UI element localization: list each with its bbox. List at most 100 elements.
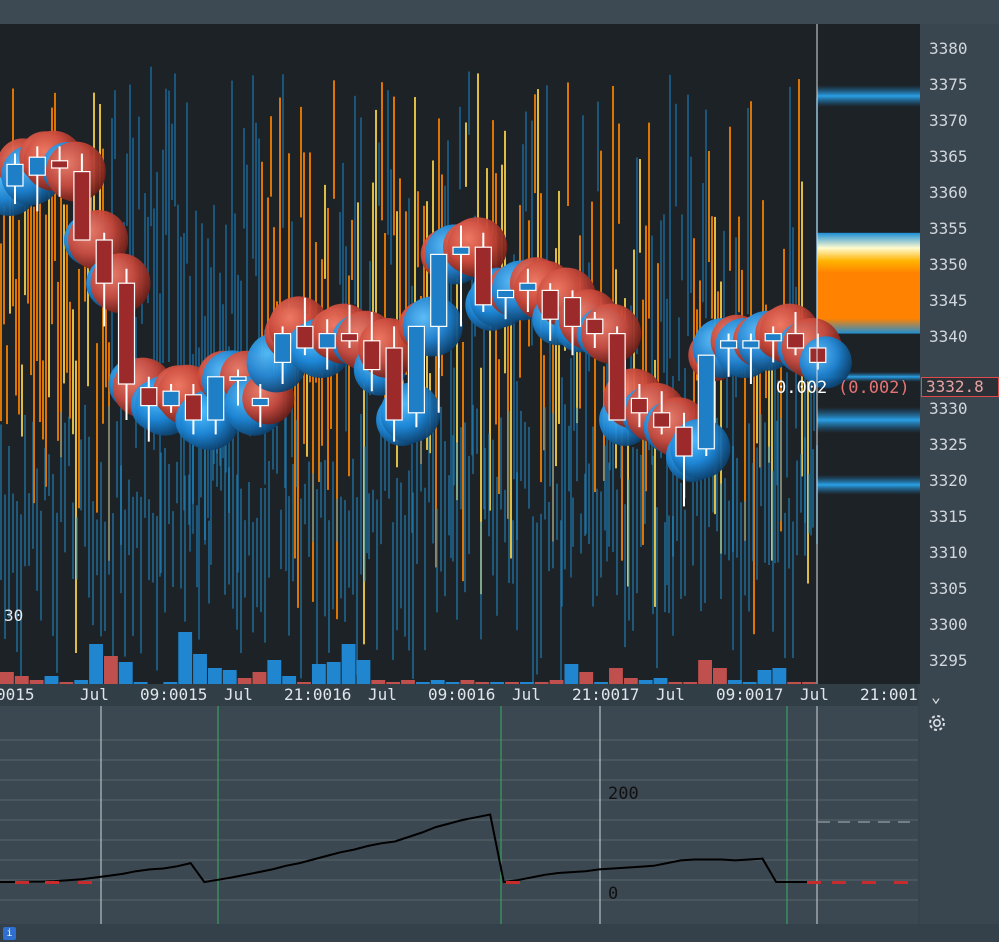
heat-spike	[342, 162, 344, 339]
heat-spike	[726, 343, 728, 428]
time-tick-label: 09:0016	[428, 685, 496, 704]
heat-spike	[30, 153, 32, 376]
heat-spike-low	[788, 497, 790, 569]
heat-spike	[306, 358, 308, 457]
heat-spike-low	[92, 501, 94, 626]
heat-spike-low	[412, 492, 414, 679]
heat-spike	[774, 309, 776, 564]
indicator-tick-0: 0	[608, 884, 618, 904]
candle-body	[140, 387, 158, 407]
price-tick-label: 3305	[929, 579, 968, 598]
candle-body	[786, 333, 805, 349]
heat-spike	[273, 227, 275, 384]
heat-spike	[138, 116, 140, 210]
heat-spike-low	[208, 520, 210, 604]
heat-spike	[744, 329, 746, 541]
info-icon[interactable]: i	[3, 927, 16, 940]
top-strip	[0, 0, 999, 24]
indicator-red-mark	[506, 881, 520, 884]
heat-spike	[543, 355, 545, 451]
heat-spike	[372, 182, 374, 394]
heat-spike-low	[796, 460, 798, 556]
heat-spike	[657, 263, 659, 425]
price-tick-label: 3295	[929, 651, 968, 670]
heat-spike	[720, 281, 722, 554]
volume-bar	[490, 682, 505, 684]
heat-spike	[201, 223, 203, 384]
candle-body	[608, 333, 626, 421]
price-axis-panel[interactable]: 3380 3375 3370 3365 3360 3355 3350 3345 3340 3330…	[920, 24, 999, 942]
heat-spike-low	[736, 457, 738, 558]
volume-bar	[609, 668, 623, 684]
candle-body	[251, 397, 269, 407]
indicator-red-mark	[15, 881, 29, 884]
time-axis[interactable]: 0015 Jul 09:0015 Jul 21:0016 Jul 09:0016 Jul 21:…	[0, 684, 918, 706]
price-tick-label: 3355	[929, 219, 968, 238]
heat-spike-low	[316, 489, 318, 669]
heat-spike-low	[32, 421, 34, 549]
heat-spike	[351, 219, 353, 280]
candle-body	[50, 160, 69, 169]
heat-spike-low	[100, 462, 102, 637]
heat-spike-low	[304, 483, 306, 525]
heat-spike-low	[368, 493, 370, 560]
heat-spike-low	[200, 406, 202, 498]
time-tick-label: 0015	[0, 685, 35, 704]
volume-bar	[356, 660, 371, 684]
heat-spike-low	[184, 475, 186, 622]
heat-spike-low	[716, 417, 718, 532]
heat-spike	[282, 74, 284, 228]
heat-spike-low	[240, 488, 242, 654]
heat-spike-low	[128, 479, 130, 556]
heat-spike-low	[232, 428, 234, 609]
heat-spike	[240, 280, 242, 378]
heat-spike-low	[672, 516, 674, 557]
heat-spike-low	[512, 520, 514, 584]
heat-spike-low	[456, 442, 458, 620]
heat-spike-low	[276, 425, 278, 474]
chevron-down-icon[interactable]: ⌄	[931, 687, 941, 706]
heat-spike	[324, 184, 326, 279]
heat-spike	[756, 358, 758, 444]
heat-spike	[477, 73, 479, 253]
volume-bar	[564, 664, 579, 684]
heat-spike	[618, 123, 620, 224]
heat-spike	[333, 80, 335, 199]
price-chart[interactable]: 30 0.002 (0.002)	[0, 24, 920, 684]
heat-spike-low	[496, 476, 498, 616]
volume-bar	[59, 682, 74, 684]
heat-spike-low	[676, 454, 678, 541]
heat-spike-low	[136, 491, 138, 548]
heat-spike	[45, 214, 47, 487]
heat-spike-low	[48, 454, 50, 496]
heat-spike-low	[20, 514, 22, 684]
heat-spike	[468, 71, 470, 135]
heat-spike-low	[764, 422, 766, 563]
heat-spike	[294, 347, 296, 559]
indicator-panel[interactable]: 200 0	[0, 706, 918, 924]
heat-spike-low	[552, 412, 554, 569]
volume-bar	[505, 682, 519, 684]
last-price-tag: 3332.8	[921, 377, 999, 397]
volume-bar	[534, 682, 549, 684]
heat-spike-low	[340, 496, 342, 599]
heat-spike-low	[404, 515, 406, 637]
volume-bar	[237, 678, 252, 684]
heat-spike-low	[460, 427, 462, 510]
heat-spike-low	[164, 447, 166, 613]
heat-spike-low	[80, 439, 82, 511]
heat-spike-low	[576, 407, 578, 482]
heat-spike-low	[740, 502, 742, 684]
heat-spike-low	[492, 439, 494, 576]
heat-spike	[348, 275, 350, 477]
price-tick-label: 3350	[929, 255, 968, 274]
heat-spike-low	[96, 519, 98, 576]
heat-spike	[813, 363, 815, 431]
gear-icon[interactable]	[926, 712, 948, 734]
heat-spike	[570, 358, 572, 578]
volume-bar	[222, 670, 237, 684]
indicator-line	[0, 813, 817, 884]
heat-spike-low	[156, 516, 158, 671]
time-tick-label: Jul	[368, 685, 397, 704]
candle-body	[719, 340, 738, 349]
